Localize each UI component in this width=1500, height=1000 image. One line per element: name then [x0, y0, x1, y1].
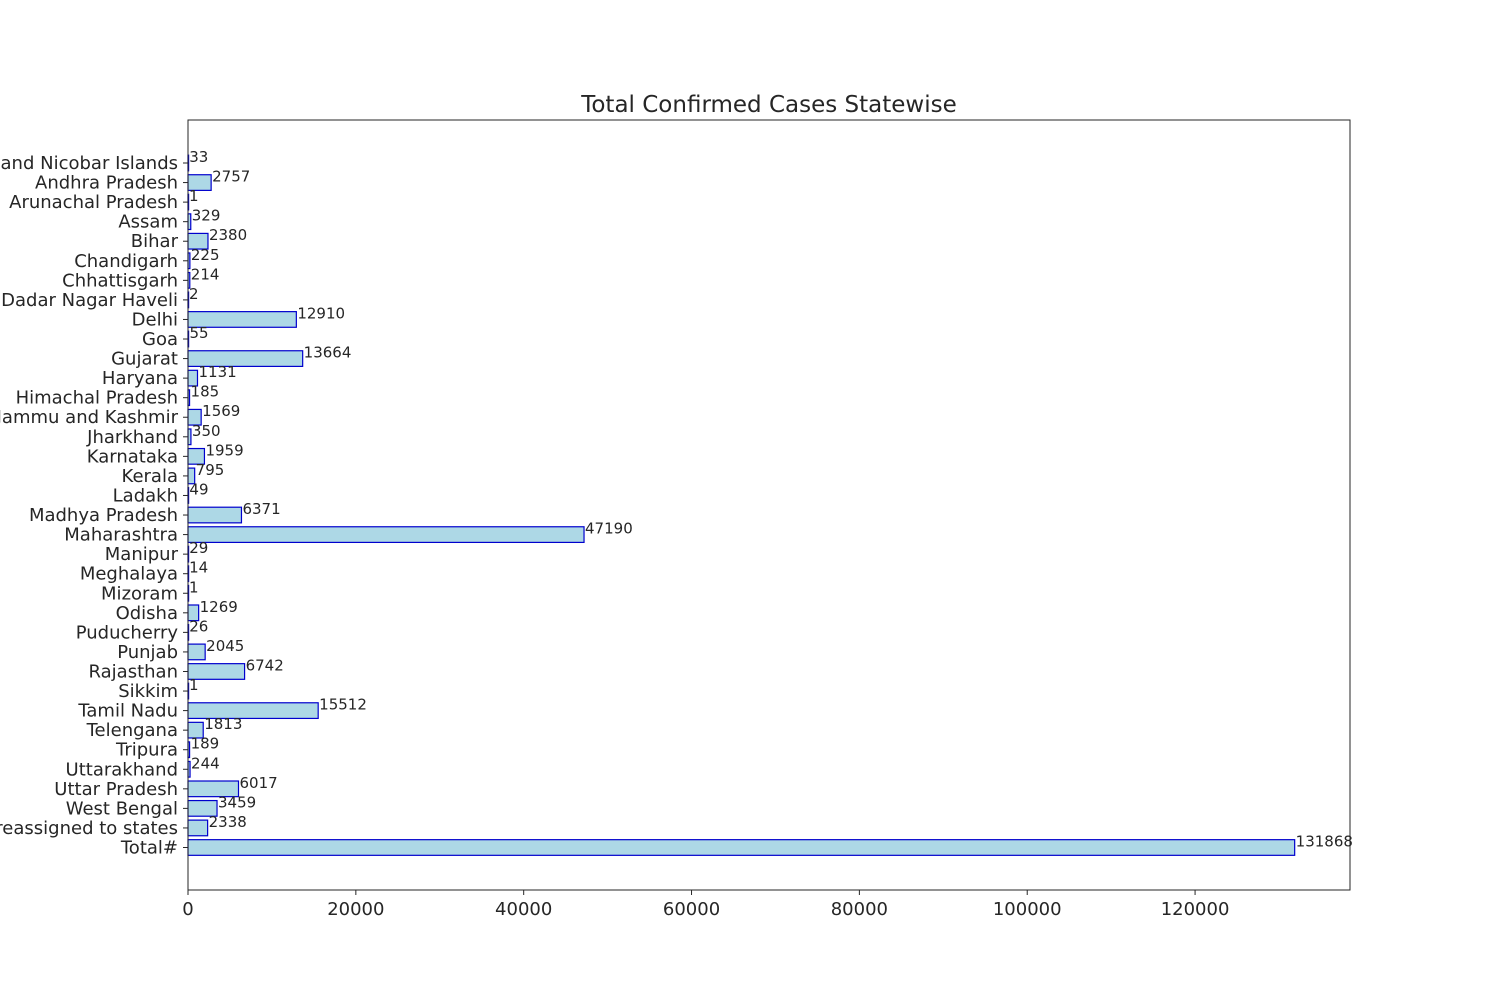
value-label-kerala: 795: [196, 461, 225, 479]
x-tick-label-100000: 100000: [993, 899, 1062, 920]
value-label-punjab: 2045: [206, 637, 244, 655]
value-label-west-bengal: 3459: [218, 793, 256, 811]
value-label-mizoram: 1: [189, 578, 199, 596]
y-tick-label-haryana: Haryana: [102, 368, 178, 389]
y-tick-label-andhra-pradesh: Andhra Pradesh: [35, 173, 178, 194]
y-tick-label-madhya-pradesh: Madhya Pradesh: [29, 505, 178, 526]
value-label-dadar-nagar-haveli: 2: [189, 285, 199, 303]
y-tick-label-goa: Goa: [142, 329, 178, 350]
value-label-telengana: 1813: [204, 715, 242, 733]
value-label-karnataka: 1959: [205, 441, 243, 459]
y-tick-label-dadar-nagar-haveli: Dadar Nagar Haveli: [1, 290, 178, 311]
y-tick-label-kerala: Kerala: [122, 466, 178, 487]
x-tick-label-60000: 60000: [663, 899, 720, 920]
y-tick-label-maharashtra: Maharashtra: [64, 525, 178, 546]
y-tick-label-west-bengal: West Bengal: [66, 798, 178, 819]
y-tick-label-mizoram: Mizoram: [101, 583, 178, 604]
x-tick-label-40000: 40000: [495, 899, 552, 920]
value-label-bihar: 2380: [209, 226, 247, 244]
value-label-meghalaya: 14: [189, 559, 208, 577]
value-label-puducherry: 26: [189, 617, 208, 635]
value-label-tripura: 189: [191, 735, 220, 753]
value-label-maharashtra: 47190: [585, 520, 633, 538]
y-tick-label-assam: Assam: [118, 212, 178, 233]
y-tick-label-ladakh: Ladakh: [113, 485, 178, 506]
y-tick-label-chandigarh: Chandigarh: [74, 251, 178, 272]
y-tick-label-chhattisgarh: Chhattisgarh: [62, 270, 178, 291]
value-label-chandigarh: 225: [191, 246, 220, 264]
value-label-sikkim: 1: [189, 676, 199, 694]
value-label-odisha: 1269: [200, 598, 238, 616]
y-tick-label-cases-being-reassigned-to-states: Cases being reassigned to states: [0, 818, 178, 839]
x-tick-label-20000: 20000: [327, 899, 384, 920]
value-label-chhattisgarh: 214: [191, 265, 220, 283]
y-tick-label-arunachal-pradesh: Arunachal Pradesh: [9, 192, 178, 213]
value-label-ladakh: 49: [189, 480, 208, 498]
y-tick-label-uttarakhand: Uttarakhand: [66, 759, 178, 780]
value-label-gujarat: 13664: [304, 344, 352, 362]
x-tick-label-120000: 120000: [1161, 899, 1230, 920]
y-tick-label-tripura: Tripura: [115, 740, 178, 761]
y-tick-label-andaman-and-nicobar-islands: Andaman and Nicobar Islands: [0, 153, 178, 174]
y-tick-label-manipur: Manipur: [105, 544, 179, 565]
y-tick-label-bihar: Bihar: [131, 231, 179, 252]
value-label-jammu-and-kashmir: 1569: [202, 402, 240, 420]
y-tick-label-gujarat: Gujarat: [111, 349, 178, 370]
value-label-arunachal-pradesh: 1: [189, 187, 199, 205]
value-label-goa: 55: [189, 324, 208, 342]
bar-total: [187, 839, 1296, 856]
bar-cases-being-reassigned-to-states: [187, 819, 209, 837]
y-tick-label-puducherry: Puducherry: [76, 622, 179, 643]
y-tick-label-total: Total#: [120, 838, 178, 859]
value-label-jharkhand: 350: [192, 422, 221, 440]
value-label-manipur: 29: [189, 539, 208, 557]
y-tick-label-sikkim: Sikkim: [118, 681, 178, 702]
value-label-rajasthan: 6742: [246, 656, 284, 674]
y-tick-label-delhi: Delhi: [132, 309, 178, 330]
value-label-haryana: 1131: [198, 363, 236, 381]
x-tick-label-80000: 80000: [831, 899, 888, 920]
value-label-andhra-pradesh: 2757: [212, 168, 250, 186]
value-label-madhya-pradesh: 6371: [242, 500, 280, 518]
y-tick-label-telengana: Telengana: [86, 720, 178, 741]
y-tick-label-karnataka: Karnataka: [87, 446, 178, 467]
value-label-total: 131868: [1296, 833, 1353, 851]
chart-title: Total Confirmed Cases Statewise: [580, 92, 957, 118]
value-label-uttarakhand: 244: [191, 754, 220, 772]
y-tick-label-tamil-nadu: Tamil Nadu: [77, 701, 178, 722]
y-tick-label-uttar-pradesh: Uttar Pradesh: [54, 779, 178, 800]
y-tick-label-punjab: Punjab: [117, 642, 178, 663]
value-label-tamil-nadu: 15512: [319, 696, 367, 714]
bar-madhya-pradesh: [187, 506, 243, 524]
x-axis-ticks-group: 0 20000 40000 60000 80000 100000 120000: [182, 890, 1229, 920]
plot-frame: [187, 119, 1351, 891]
value-label-assam: 329: [192, 207, 221, 225]
bars-group: [187, 154, 1296, 856]
y-tick-label-jammu-and-kashmir: Jammu and Kashmir: [0, 407, 179, 428]
value-label-delhi: 12910: [297, 304, 345, 322]
y-tick-label-odisha: Odisha: [116, 603, 178, 624]
y-tick-label-himachal-pradesh: Himachal Pradesh: [16, 388, 178, 409]
value-label-andaman-and-nicobar-islands: 33: [189, 148, 208, 166]
value-label-cases-being-reassigned-to-states: 2338: [209, 813, 247, 831]
bar-punjab: [187, 643, 206, 661]
y-tick-label-jharkhand: Jharkhand: [86, 427, 178, 448]
bar-maharashtra: [187, 526, 585, 544]
value-label-himachal-pradesh: 185: [191, 383, 220, 401]
y-tick-label-rajasthan: Rajasthan: [89, 661, 178, 682]
x-tick-label-0: 0: [182, 899, 193, 920]
value-label-uttar-pradesh: 6017: [239, 774, 277, 792]
y-tick-label-meghalaya: Meghalaya: [80, 564, 178, 585]
